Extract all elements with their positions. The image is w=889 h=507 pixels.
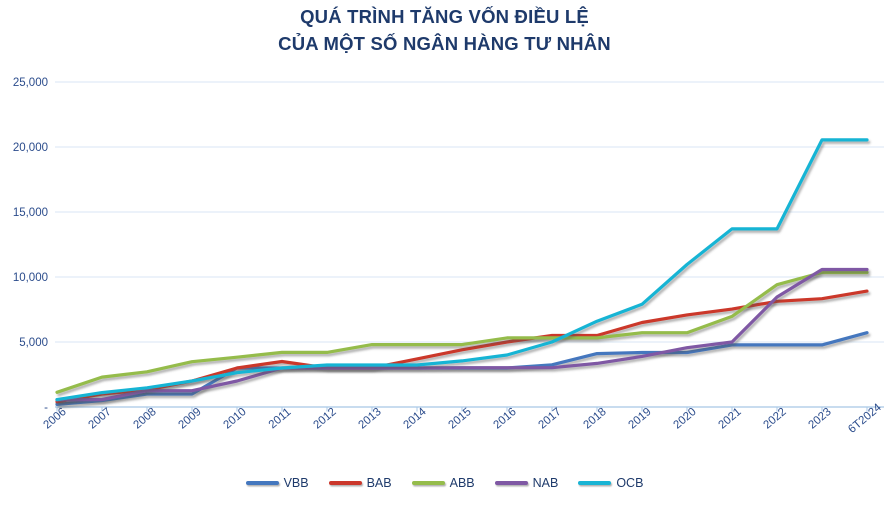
x-tick-label-2017: 2017 (536, 406, 563, 432)
x-tick-label-2015: 2015 (446, 406, 473, 432)
x-tick-label-2022: 2022 (761, 406, 788, 432)
legend-label-NAB: NAB (532, 476, 559, 490)
x-tick-label-2014: 2014 (401, 405, 429, 431)
x-tick-label-2016: 2016 (491, 406, 518, 432)
chart-legend: VBB BAB ABB NAB OCB (0, 476, 889, 490)
legend-swatch-OCB (578, 480, 612, 486)
x-tick-label-2021: 2021 (716, 406, 743, 432)
legend-swatch-NAB (494, 480, 528, 486)
x-tick-label-2018: 2018 (581, 406, 608, 432)
legend-label-BAB: BAB (366, 476, 392, 490)
y-tick-label-20000: 20,000 (13, 142, 48, 154)
legend-swatch-ABB (411, 480, 445, 486)
y-tick-label-15000: 15,000 (13, 207, 48, 219)
legend-item-OCB: OCB (578, 476, 643, 490)
legend-item-ABB: ABB (411, 476, 475, 490)
chart-title-line2: CỦA MỘT SỐ NGÂN HÀNG TƯ NHÂN (278, 33, 611, 54)
legend-swatch-BAB (328, 480, 362, 486)
x-tick-label-2009: 2009 (176, 406, 203, 432)
x-tick-label-2019: 2019 (626, 406, 653, 432)
x-tick-label-2010: 2010 (221, 406, 248, 432)
y-tick-label-5000: 5,000 (19, 337, 48, 349)
series-line-NAB (55, 267, 869, 402)
series-line-ABB (55, 270, 869, 394)
legend-item-VBB: VBB (245, 476, 309, 490)
y-tick-label-25000: 25,000 (13, 77, 48, 89)
legend-label-OCB: OCB (616, 476, 644, 490)
x-tick-label-2020: 2020 (671, 406, 698, 432)
legend-item-BAB: BAB (328, 476, 392, 490)
x-tick-label-2008: 2008 (131, 406, 158, 432)
y-tick-label-10000: 10,000 (13, 272, 48, 284)
legend-swatch-VBB (245, 480, 279, 486)
legend-label-ABB: ABB (449, 476, 475, 490)
y-tick-label-0: - (44, 402, 48, 414)
x-tick-label-2023: 2023 (806, 406, 833, 432)
series-line-OCB (55, 138, 869, 402)
x-tick-label-2011: 2011 (267, 406, 294, 431)
x-tick-label-2007: 2007 (86, 406, 113, 432)
legend-item-NAB: NAB (494, 476, 559, 490)
chart-title-line1: QUÁ TRÌNH TĂNG VỐN ĐIỀU LỆ (300, 6, 589, 27)
x-tick-label-2012: 2012 (311, 406, 338, 432)
chart-title: QUÁ TRÌNH TĂNG VỐN ĐIỀU LỆ CỦA MỘT SỐ NG… (0, 3, 889, 57)
x-tick-label-2013: 2013 (356, 406, 383, 432)
legend-label-VBB: VBB (283, 476, 309, 490)
